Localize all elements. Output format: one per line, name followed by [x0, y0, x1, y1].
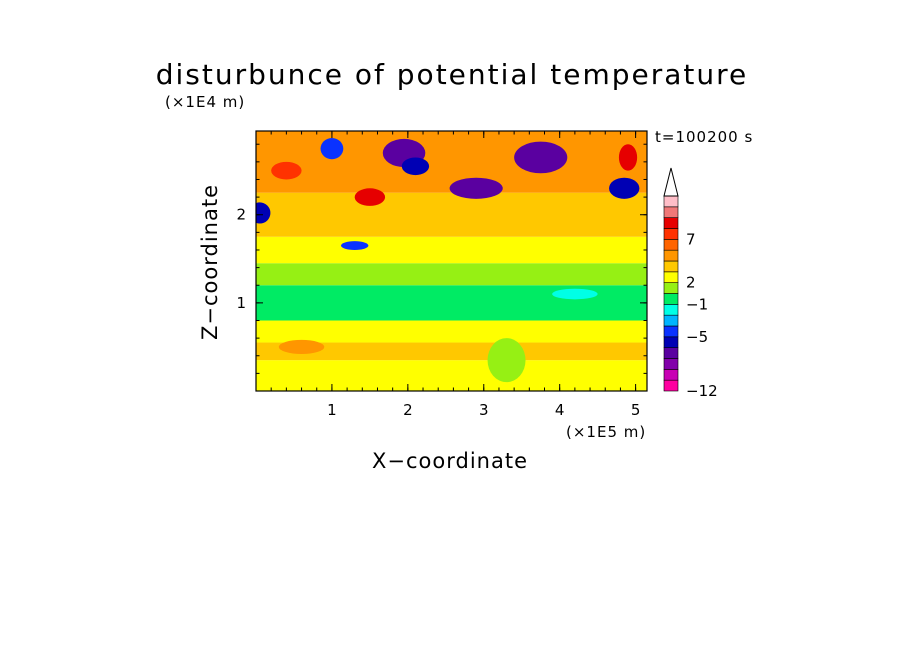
- heatmap-patch: [618, 144, 638, 171]
- heatmap-patch: [271, 161, 302, 180]
- colorbar-swatch: [663, 217, 679, 229]
- chart-title: disturbunce of potential temperature: [155, 58, 749, 91]
- colorbar-swatch: [663, 358, 679, 370]
- y-axis-scale-label: (×1E4 m): [165, 93, 246, 111]
- x-axis-label: X−coordinate: [372, 449, 528, 473]
- colorbar-label: −12: [686, 382, 718, 400]
- heatmap-patch: [354, 188, 386, 206]
- plot-frame: [255, 130, 648, 392]
- heatmap-patch: [449, 177, 503, 199]
- heatmap-patch: [256, 202, 271, 224]
- colorbar-swatch: [663, 314, 679, 327]
- y-tick-label: 1: [236, 294, 246, 312]
- colorbar-swatch: [663, 228, 679, 240]
- heatmap-band: [256, 131, 647, 193]
- x-tick-label: 4: [555, 401, 565, 419]
- colorbar-swatch: [663, 336, 679, 348]
- x-tick-label: 2: [403, 401, 413, 419]
- x-tick-label: 1: [327, 401, 337, 419]
- heatmap-band: [256, 320, 647, 343]
- heatmap-band: [256, 342, 647, 361]
- heatmap-patch: [320, 138, 344, 160]
- colorbar-swatch: [663, 369, 679, 381]
- colorbar-swatch: [663, 282, 679, 294]
- heatmap-patch: [401, 157, 430, 176]
- heatmap-band: [256, 360, 647, 391]
- heatmap-band: [256, 192, 647, 237]
- colorbar-swatch: [663, 304, 679, 316]
- x-axis: 1 2 3 4 5: [270, 131, 641, 419]
- colorbar-swatch: [663, 271, 679, 283]
- colorbar-label: 2: [686, 274, 696, 292]
- y-tick-label: 2: [236, 206, 246, 224]
- colorbar-swatch: [663, 325, 679, 338]
- colorbar-swatch: [663, 249, 679, 262]
- x-axis-scale-label: (×1E5 m): [566, 423, 647, 441]
- colorbar-swatch: [663, 347, 679, 359]
- colorbar-swatch: [663, 206, 679, 218]
- heatmap-patch: [609, 177, 640, 199]
- y-axis: 12: [236, 143, 647, 374]
- colorbar-label: −5: [686, 328, 708, 346]
- heatmap-patch: [552, 288, 598, 300]
- colorbar-swatch: [663, 260, 679, 273]
- colorbar: −12−5−127: [663, 167, 718, 400]
- heatmap-patch: [341, 241, 369, 250]
- heatmap-band: [256, 263, 647, 286]
- heatmap-patch: [278, 339, 325, 354]
- colorbar-swatch: [663, 379, 679, 392]
- heatmap-patch: [487, 338, 526, 383]
- x-tick-label: 3: [479, 401, 489, 419]
- heatmap-patch: [514, 141, 568, 174]
- colorbar-swatch: [663, 239, 679, 251]
- x-tick-label: 5: [631, 401, 641, 419]
- heatmap-band: [256, 236, 647, 264]
- colorbar-swatch: [663, 195, 679, 208]
- time-label: t=100200 s: [655, 128, 754, 146]
- colorbar-label: −1: [686, 295, 708, 313]
- colorbar-extend-arrow: [663, 167, 679, 197]
- colorbar-label: 7: [686, 230, 696, 248]
- colorbar-swatch: [663, 293, 679, 305]
- heatmap-field: [256, 131, 647, 391]
